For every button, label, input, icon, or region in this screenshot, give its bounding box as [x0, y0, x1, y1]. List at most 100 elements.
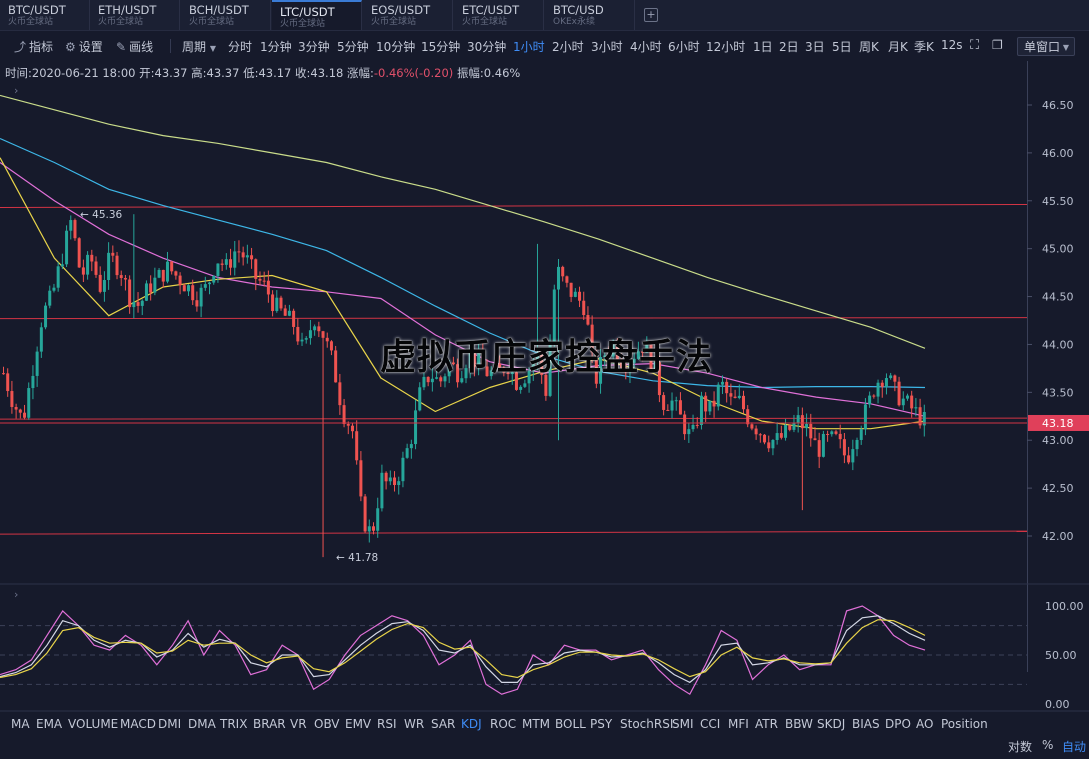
interval-option[interactable]: 2日	[779, 40, 799, 54]
indicator-option[interactable]: Position	[941, 717, 988, 731]
interval-option[interactable]: 5分钟	[337, 40, 369, 54]
candle-body	[855, 439, 859, 450]
interval-option[interactable]: 3小时	[591, 40, 623, 54]
indicator-option[interactable]: SMI	[672, 717, 694, 731]
interval-option[interactable]: 2小时	[552, 40, 584, 54]
candle-body	[300, 339, 304, 342]
interval-option[interactable]: 1日	[753, 40, 773, 54]
interval-option[interactable]: 周K	[859, 40, 879, 54]
log-scale-toggle[interactable]: 对数	[1008, 740, 1033, 754]
indicator-option[interactable]: DPO	[885, 717, 911, 731]
symbol-tab[interactable]: ETC/USDT 火币全球站	[454, 0, 544, 30]
indicator-option[interactable]: TRIX	[220, 717, 248, 731]
indicator-option[interactable]: EMV	[345, 717, 372, 731]
popout-window-icon[interactable]: ❐	[992, 38, 1003, 52]
interval-option[interactable]: 12s	[941, 38, 963, 52]
interval-option[interactable]: 1分钟	[260, 40, 292, 54]
candle-body	[128, 279, 132, 308]
draw-label: 画线	[129, 40, 154, 54]
indicator-option[interactable]: VOLUME	[68, 717, 119, 731]
interval-option[interactable]: 4小时	[630, 40, 662, 54]
interval-option[interactable]: 30分钟	[467, 40, 507, 54]
candle-body	[737, 395, 741, 398]
fullscreen-icon[interactable]: ⛶	[970, 38, 980, 53]
indicator-option[interactable]: StochRSI	[620, 717, 674, 731]
indicator-option[interactable]: MACD	[120, 717, 156, 731]
candle-body	[451, 362, 455, 365]
draw-button[interactable]: ✎ 画线	[116, 38, 153, 55]
candle-body	[187, 285, 190, 292]
interval-option[interactable]: 月K	[888, 40, 908, 54]
interval-option[interactable]: 季K	[914, 40, 934, 54]
candle-body	[191, 285, 195, 301]
interval-option[interactable]: 3分钟	[298, 40, 330, 54]
interval-option[interactable]: 12小时	[706, 40, 746, 54]
oscillator-tick-label: 50.00	[1045, 649, 1077, 662]
indicator-option[interactable]: BBW	[785, 717, 813, 731]
indicator-option[interactable]: ATR	[755, 717, 778, 731]
indicator-option[interactable]: PSY	[590, 717, 613, 731]
candle-body	[645, 343, 649, 353]
interval-option[interactable]: 15分钟	[421, 40, 461, 54]
indicator-option[interactable]: VR	[290, 717, 307, 731]
indicator-option[interactable]: SKDJ	[817, 717, 846, 731]
indicator-option[interactable]: KDJ	[461, 717, 482, 731]
candle-body	[115, 255, 119, 276]
candle-body	[527, 370, 531, 384]
indicator-option[interactable]: OBV	[314, 717, 340, 731]
indicator-option[interactable]: RSI	[377, 717, 397, 731]
indicator-option[interactable]: SAR	[431, 717, 456, 731]
moving-average-line	[0, 94, 926, 349]
period-dropdown[interactable]: 周期 ▼	[182, 38, 216, 55]
indicators-button[interactable]: ⤴ 指标	[14, 38, 53, 55]
collapse-arrow-icon[interactable]: ›	[14, 84, 19, 97]
candle-body	[603, 355, 607, 358]
candle-body	[237, 251, 241, 253]
candle-body	[426, 376, 430, 383]
symbol-tab[interactable]: BTC/USDT 火币全球站	[0, 0, 90, 30]
symbol-tab[interactable]: EOS/USDT 火币全球站	[363, 0, 453, 30]
indicator-option[interactable]: MFI	[728, 717, 749, 731]
candle-body	[258, 278, 262, 281]
indicator-option[interactable]: BIAS	[852, 717, 880, 731]
indicator-option[interactable]: ROC	[490, 717, 517, 731]
add-tab-button[interactable]: +	[644, 8, 658, 22]
collapse-arrow-icon[interactable]: ›	[14, 588, 19, 601]
interval-option[interactable]: 分时	[228, 40, 253, 54]
candle-body	[615, 343, 619, 360]
candle-body	[287, 310, 291, 316]
symbol-tab-active[interactable]: LTC/USDT 火币全球站	[272, 0, 362, 30]
price-chart[interactable]: 46.50 46.00 45.50 45.00 44.50 44.00 43.50 43.00…	[0, 61, 1089, 714]
indicator-option[interactable]: MTM	[522, 717, 551, 731]
indicator-option[interactable]: BOLL	[555, 717, 586, 731]
candle-body	[271, 294, 275, 312]
interval-option[interactable]: 5日	[832, 40, 852, 54]
toolbar-divider	[170, 39, 171, 53]
symbol-tab[interactable]: ETH/USDT 火币全球站	[90, 0, 180, 30]
indicator-option[interactable]: BRAR	[253, 717, 286, 731]
symbol-tab[interactable]: BTC/USD OKEx永续	[545, 0, 635, 30]
indicator-option[interactable]: EMA	[36, 717, 63, 731]
candle-body	[582, 300, 586, 316]
symbol-tab[interactable]: BCH/USDT 火币全球站	[181, 0, 271, 30]
indicator-option[interactable]: MA	[11, 717, 30, 731]
symbol-tab-bar: BTC/USDT 火币全球站 ETH/USDT 火币全球站 BCH/USDT 火币全球…	[0, 0, 1089, 31]
window-mode-select[interactable]: 单窗口 ▼	[1017, 37, 1075, 56]
interval-option[interactable]: 1小时	[513, 40, 545, 54]
interval-option[interactable]: 3日	[805, 40, 825, 54]
percent-scale-toggle[interactable]: %	[1042, 738, 1054, 752]
candle-body	[350, 425, 354, 432]
chevron-down-icon: ▼	[209, 44, 216, 53]
indicator-option[interactable]: AO	[916, 717, 934, 731]
indicator-option[interactable]: DMI	[158, 717, 182, 731]
indicator-option[interactable]: DMA	[188, 717, 216, 731]
auto-scale-toggle[interactable]: 自动	[1062, 740, 1087, 754]
settings-button[interactable]: ⚙ 设置	[65, 38, 103, 55]
candle-body	[56, 266, 60, 288]
indicator-option[interactable]: WR	[404, 717, 425, 731]
interval-option[interactable]: 10分钟	[376, 40, 416, 54]
indicator-option[interactable]: CCI	[700, 717, 721, 731]
candle-body	[607, 355, 611, 357]
candle-body	[250, 255, 254, 260]
interval-option[interactable]: 6小时	[668, 40, 700, 54]
